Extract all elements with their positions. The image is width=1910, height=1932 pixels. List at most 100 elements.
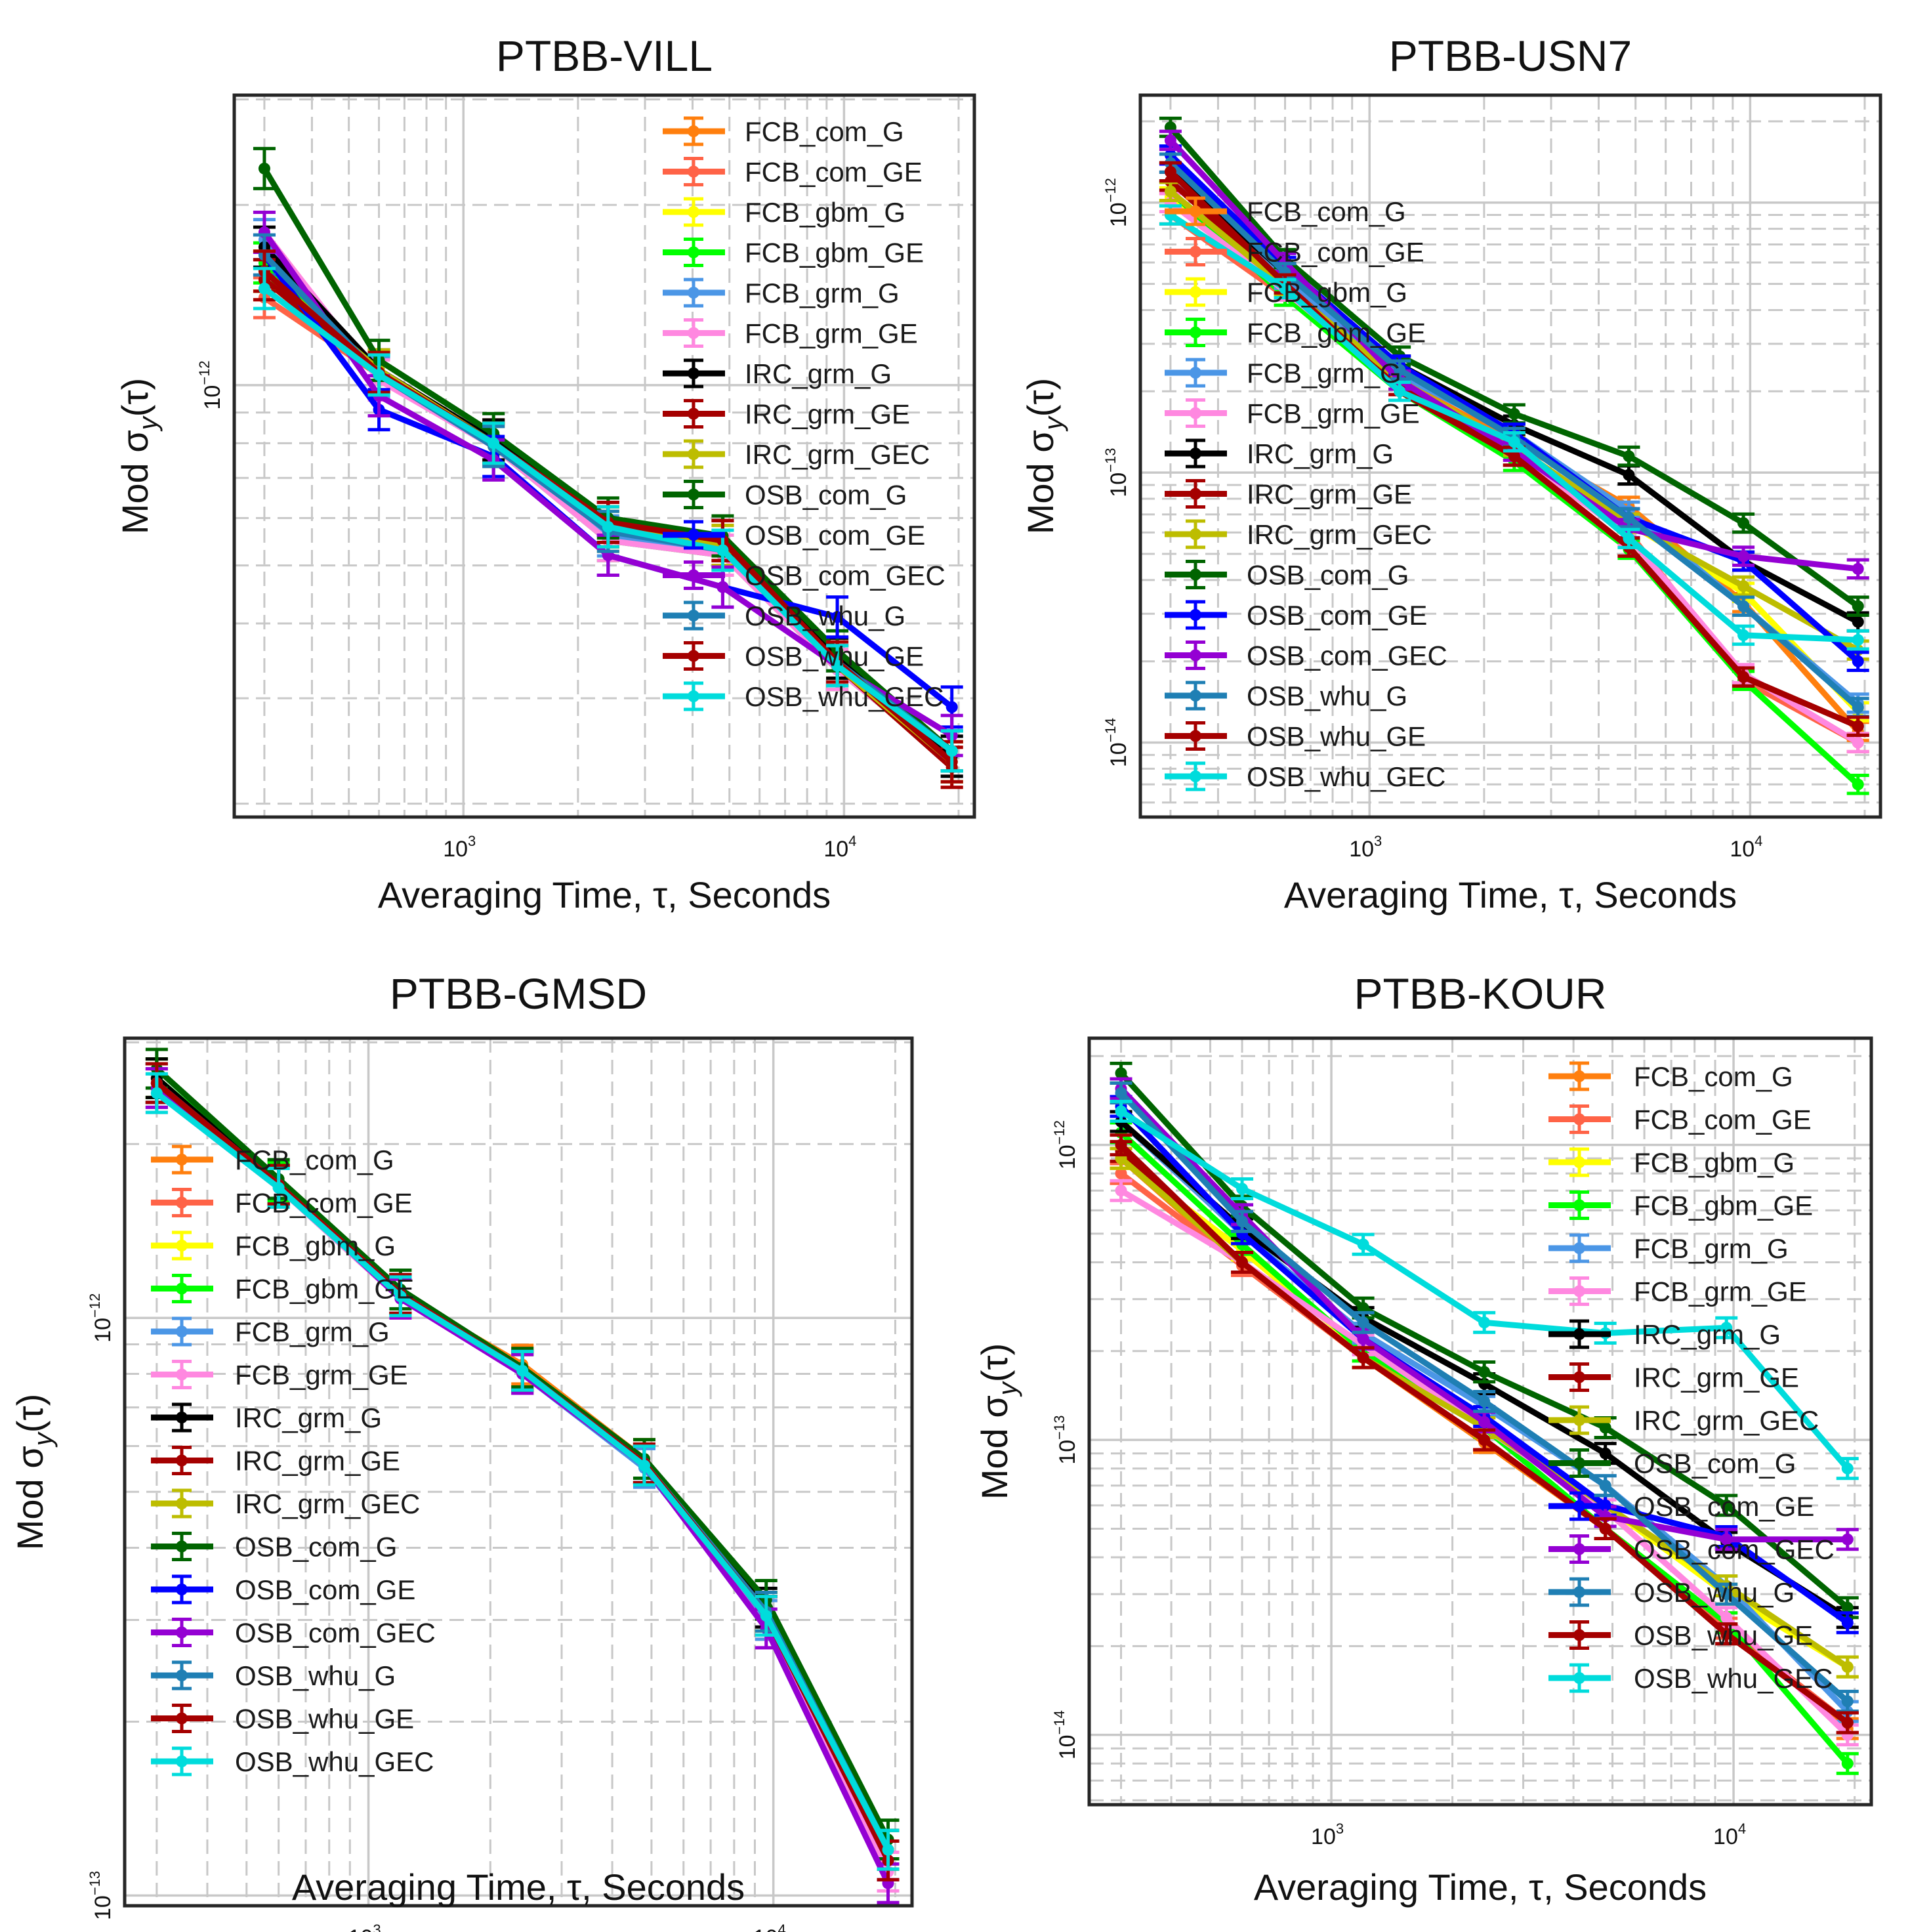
legend-label: FCB_com_G bbox=[745, 116, 904, 147]
legend-label: OSB_whu_GE bbox=[235, 1704, 414, 1734]
y-tick-label: 10−13 bbox=[87, 1871, 115, 1920]
legend-label: FCB_grm_G bbox=[1247, 358, 1401, 388]
data-point bbox=[1623, 532, 1635, 545]
legend-item: FCB_gbm_GE bbox=[1548, 1190, 1813, 1221]
legend-label: FCB_grm_G bbox=[235, 1316, 390, 1347]
legend-marker bbox=[176, 1540, 188, 1553]
data-point bbox=[1478, 1434, 1491, 1446]
legend-item: FCB_com_GE bbox=[1548, 1104, 1812, 1135]
legend-label: OSB_whu_G bbox=[235, 1660, 396, 1691]
y-axis-label: Mod σy(τ) bbox=[114, 378, 163, 534]
legend-item: FCB_grm_GE bbox=[663, 318, 918, 349]
legend-label: FCB_grm_G bbox=[1634, 1233, 1789, 1264]
legend-marker bbox=[1190, 286, 1201, 298]
legend-label: IRC_grm_GEC bbox=[1247, 519, 1432, 550]
legend-label: FCB_com_G bbox=[1247, 196, 1406, 227]
legend-marker bbox=[688, 569, 699, 581]
legend-marker bbox=[688, 408, 699, 420]
legend-marker bbox=[1573, 1285, 1585, 1297]
data-point bbox=[831, 660, 844, 672]
data-point bbox=[1599, 1447, 1611, 1460]
data-point bbox=[1852, 562, 1864, 575]
data-point bbox=[1623, 450, 1635, 463]
legend-item: IRC_grm_G bbox=[663, 358, 892, 389]
legend-marker bbox=[688, 125, 699, 137]
legend-marker bbox=[688, 165, 699, 178]
x-tick-label: 104 bbox=[1730, 833, 1762, 862]
legend-label: OSB_com_GEC bbox=[1247, 640, 1447, 671]
legend-label: IRC_grm_GE bbox=[1634, 1362, 1799, 1393]
legend-label: IRC_grm_GEC bbox=[235, 1488, 420, 1519]
data-point bbox=[1478, 1395, 1491, 1408]
legend-label: FCB_com_GE bbox=[745, 157, 923, 188]
data-point bbox=[1852, 655, 1864, 667]
legend-marker bbox=[176, 1412, 188, 1423]
legend-label: OSB_com_GE bbox=[1634, 1491, 1814, 1522]
legend-marker bbox=[176, 1240, 188, 1251]
legend-marker bbox=[176, 1196, 188, 1209]
legend-marker bbox=[1190, 528, 1201, 540]
x-axis-label: Averaging Time, τ, Seconds bbox=[1284, 874, 1737, 915]
data-point bbox=[1841, 1533, 1854, 1545]
legend-item: IRC_grm_GE bbox=[663, 399, 910, 430]
y-tick-label: 10−13 bbox=[1102, 448, 1131, 497]
legend-label: IRC_grm_G bbox=[745, 358, 892, 389]
data-point bbox=[1841, 1616, 1854, 1629]
legend-marker bbox=[688, 206, 699, 218]
legend-marker bbox=[1573, 1113, 1585, 1125]
legend-item: OSB_com_GEC bbox=[1165, 640, 1447, 671]
legend-marker bbox=[1573, 1586, 1585, 1598]
legend-item: OSB_whu_GEC bbox=[663, 681, 944, 712]
data-point bbox=[1236, 1183, 1249, 1195]
panel-ptbb-gmsd: PTBB-GMSD 103 104 10−12 10−13 Averaging Time,… bbox=[9, 969, 914, 1932]
legend-item: OSB_whu_GE bbox=[1165, 721, 1426, 752]
legend-marker bbox=[1573, 1371, 1585, 1383]
legend-item: IRC_grm_GEC bbox=[663, 439, 930, 470]
legend-item: FCB_com_GE bbox=[663, 157, 923, 188]
legend-label: FCB_gbm_GE bbox=[1247, 318, 1426, 348]
data-point bbox=[1737, 580, 1750, 593]
legend-marker bbox=[1573, 1328, 1585, 1340]
legend-item: FCB_com_GE bbox=[151, 1188, 413, 1219]
data-point bbox=[1164, 185, 1176, 198]
legend-item: OSB_com_GEC bbox=[663, 560, 945, 591]
legend-label: FCB_grm_GE bbox=[1247, 398, 1420, 429]
data-point bbox=[1852, 616, 1864, 628]
data-point bbox=[1841, 1462, 1854, 1475]
data-point bbox=[394, 1290, 407, 1303]
legend-marker bbox=[688, 610, 699, 621]
data-point bbox=[1720, 1533, 1733, 1545]
legend-item: FCB_com_G bbox=[151, 1144, 394, 1175]
legend-marker bbox=[1573, 1672, 1585, 1684]
legend-label: OSB_whu_G bbox=[1634, 1577, 1795, 1608]
data-point bbox=[1841, 1601, 1854, 1614]
legend-marker bbox=[1190, 488, 1201, 500]
legend-label: OSB_whu_G bbox=[1247, 681, 1407, 711]
x-tick-label: 104 bbox=[823, 833, 856, 862]
legend-item: OSB_com_G bbox=[151, 1532, 397, 1563]
data-point bbox=[602, 520, 614, 533]
data-point bbox=[516, 1364, 529, 1377]
series-group bbox=[145, 1047, 900, 1904]
series-OSB_whu_GEC bbox=[1159, 204, 1869, 651]
legend-item: OSB_com_GEC bbox=[151, 1618, 436, 1648]
legend-label: IRC_grm_G bbox=[1634, 1319, 1781, 1350]
plot-frame bbox=[1138, 93, 1882, 819]
legend-marker bbox=[176, 1368, 188, 1381]
legend-item: FCB_com_G bbox=[663, 116, 904, 147]
legend-marker bbox=[688, 529, 699, 541]
plot-frame bbox=[232, 93, 976, 819]
legend-label: OSB_whu_GEC bbox=[745, 681, 944, 712]
data-point bbox=[1115, 1105, 1127, 1118]
legend-marker bbox=[176, 1670, 188, 1681]
data-point bbox=[831, 611, 844, 623]
legend: FCB_com_G FCB_com_GE FCB_gbm_G FCB_gbm_GE FC… bbox=[663, 116, 945, 712]
grid bbox=[1089, 1038, 1871, 1805]
data-point bbox=[1508, 450, 1520, 463]
data-point bbox=[716, 544, 729, 556]
legend-label: FCB_gbm_G bbox=[1634, 1147, 1795, 1178]
legend-item: IRC_grm_GEC bbox=[151, 1488, 420, 1519]
data-point bbox=[1852, 701, 1864, 713]
x-tick-label: 103 bbox=[1311, 1820, 1344, 1849]
legend-item: IRC_grm_GE bbox=[151, 1446, 400, 1477]
